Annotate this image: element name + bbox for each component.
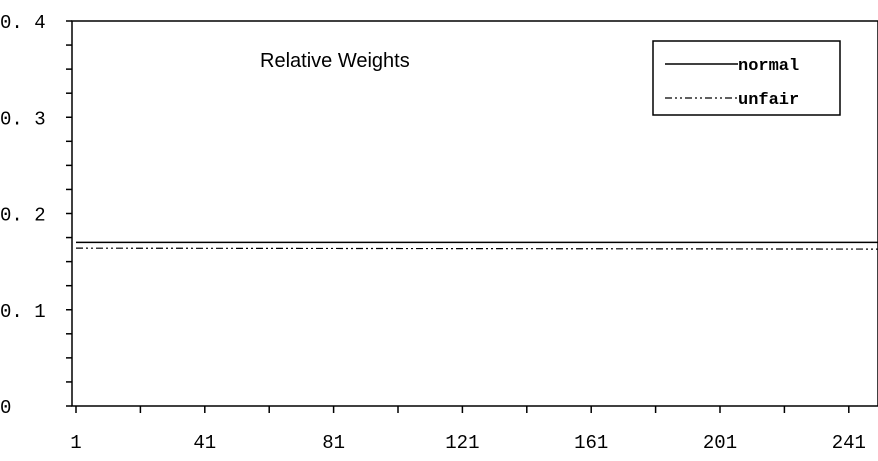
y-tick-label: 0. 3 (0, 108, 46, 130)
y-tick-label: 0. 2 (0, 205, 46, 227)
x-tick-label: 201 (703, 432, 737, 454)
y-axis: 0 0. 1 0. 2 0. 3 0. 4 (0, 12, 72, 419)
legend-box (652, 40, 841, 116)
x-tick-label: 241 (832, 432, 866, 454)
x-tick-label: 81 (322, 432, 345, 454)
series-line-unfair (75, 247, 878, 250)
y-tick-label: 0 (0, 397, 11, 419)
x-tick-label: 121 (445, 432, 479, 454)
x-axis: 1 41 81 121 161 201 241 (70, 406, 866, 454)
x-tick-label: 161 (574, 432, 608, 454)
y-tick-label: 0. 4 (0, 12, 46, 34)
chart-title: Relative Weights (260, 50, 410, 72)
legend-label-unfair: unfair (738, 91, 799, 110)
y-tick-label: 0. 1 (0, 301, 46, 323)
x-tick-label: 1 (70, 432, 81, 454)
series-layer (75, 241, 878, 250)
legend: normal unfair (652, 40, 841, 116)
legend-label-normal: normal (738, 57, 799, 76)
x-tick-label: 41 (193, 432, 216, 454)
